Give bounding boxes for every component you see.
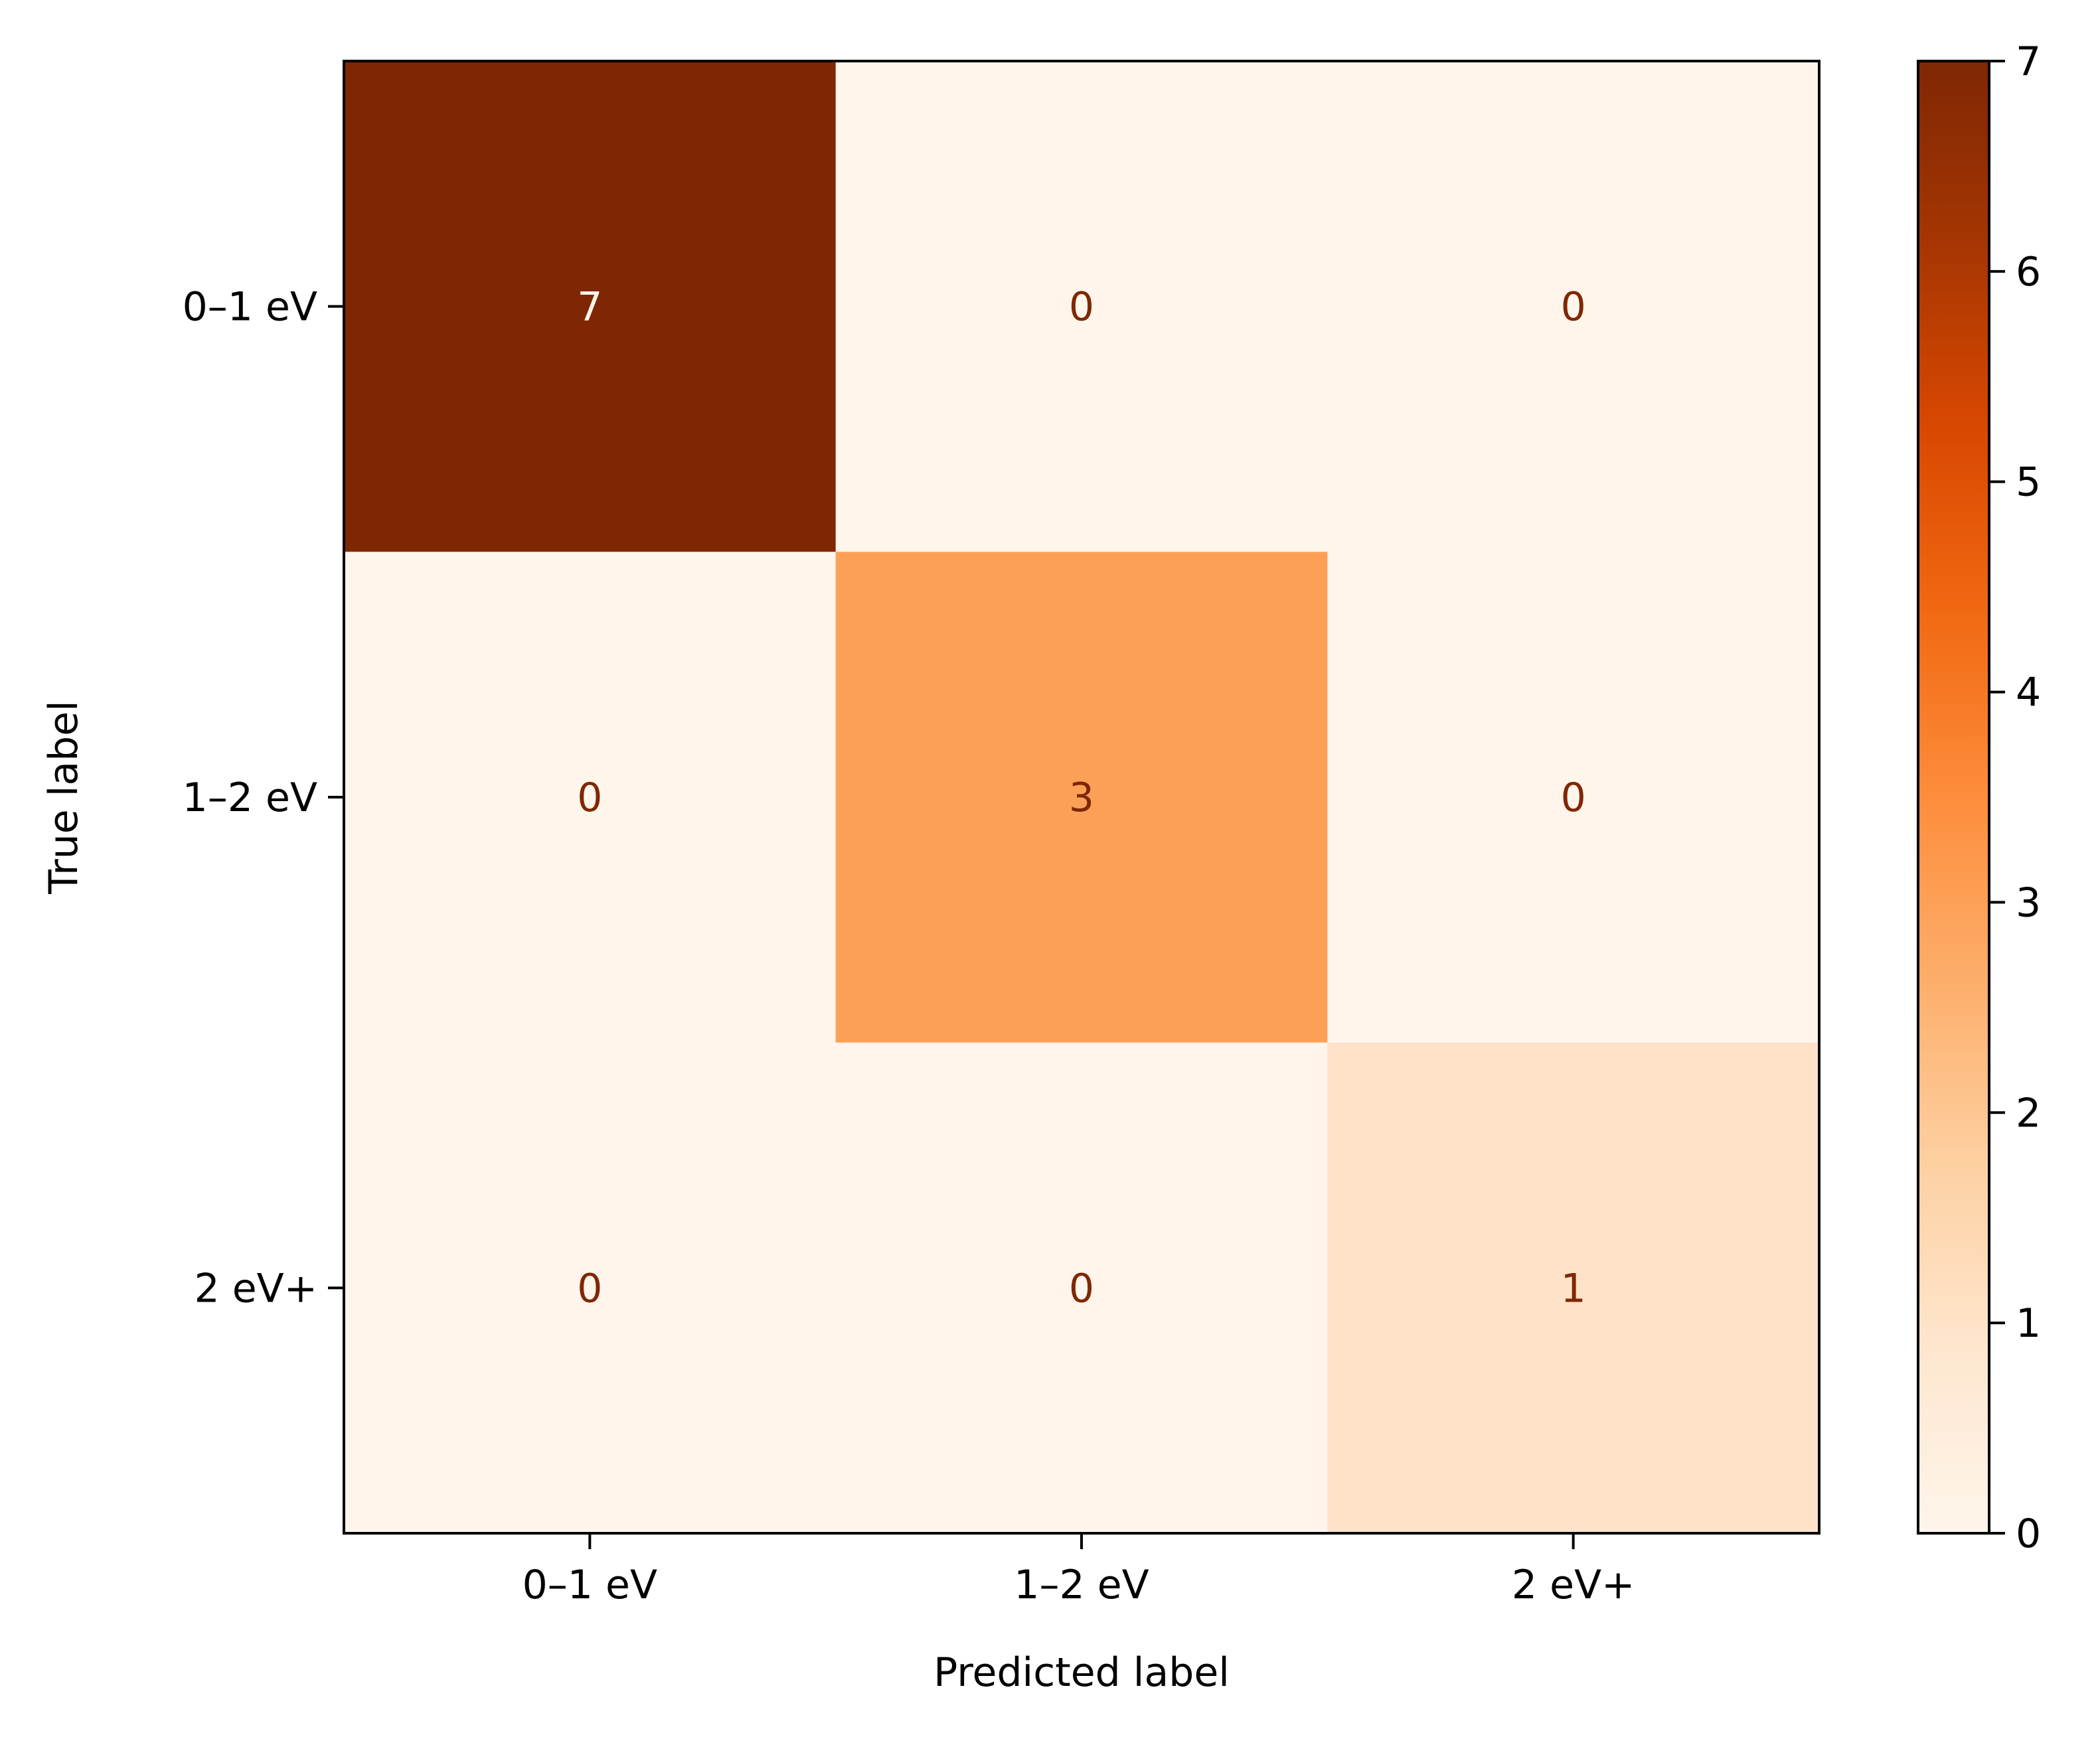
colorbar-tick-label: 1	[2016, 1300, 2041, 1347]
heatmap-cell	[344, 61, 837, 552]
heatmap-cell	[1327, 1042, 1820, 1534]
y-axis-title: True label	[40, 700, 87, 895]
heatmap-cell	[835, 552, 1328, 1043]
x-tick-label: 1–2 eV	[1014, 1562, 1149, 1608]
cell-value: 7	[577, 284, 602, 331]
cell-value: 3	[1069, 775, 1094, 821]
colorbar-ticks: 0 1 2 3 4 5 6 7	[1989, 38, 2041, 1557]
cell-value: 0	[1561, 775, 1586, 821]
heatmap-cell	[835, 61, 1328, 552]
x-axis-ticks: 0–1 eV 1–2 eV 2 eV+	[523, 1533, 1635, 1608]
y-axis-ticks: 0–1 eV 1–2 eV 2 eV+	[183, 284, 344, 1312]
colorbar-frame	[1917, 60, 1990, 1535]
heatmap-cell	[835, 1042, 1328, 1534]
heatmap-cell	[344, 552, 837, 1043]
heatmap-cells	[344, 61, 1820, 1534]
cell-value: 0	[577, 775, 602, 821]
y-tick-label: 0–1 eV	[183, 284, 317, 331]
heatmap-cell	[1327, 61, 1820, 552]
x-axis-title: Predicted label	[933, 1649, 1230, 1696]
colorbar-tick-label: 3	[2016, 879, 2041, 926]
colorbar-tick-label: 7	[2016, 38, 2041, 85]
colorbar-tick-label: 0	[2016, 1511, 2041, 1557]
colorbar-tick-label: 4	[2016, 670, 2041, 716]
colorbar-tick-label: 5	[2016, 459, 2041, 506]
heatmap-cell	[1327, 552, 1820, 1043]
y-tick-label: 2 eV+	[195, 1265, 317, 1312]
cell-value: 0	[1561, 284, 1586, 331]
cell-value: 0	[577, 1265, 602, 1312]
cell-value-labels: 7 0 0 0 3 0 0 0 1	[577, 284, 1586, 1312]
colorbar-gradient	[1918, 61, 1989, 1533]
x-tick-label: 0–1 eV	[523, 1562, 657, 1608]
heatmap-cell	[344, 1042, 837, 1534]
cell-value: 0	[1069, 284, 1094, 331]
cell-value: 0	[1069, 1265, 1094, 1312]
y-tick-label: 1–2 eV	[183, 775, 317, 821]
colorbar-tick-label: 6	[2016, 249, 2041, 295]
cell-value: 1	[1561, 1265, 1586, 1312]
x-tick-label: 2 eV+	[1512, 1562, 1635, 1608]
colorbar-tick-label: 2	[2016, 1090, 2041, 1136]
